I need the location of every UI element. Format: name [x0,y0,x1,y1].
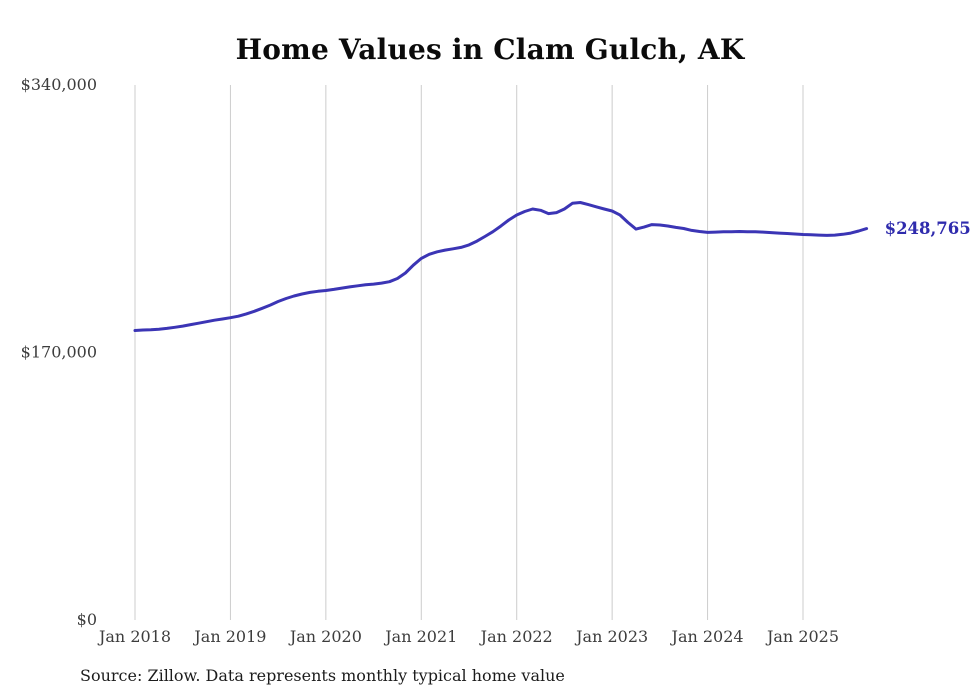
x-axis-tick-label: Jan 2021 [383,627,457,646]
y-axis-tick-label: $170,000 [21,343,97,362]
home-value-series-line [133,201,869,332]
x-axis-tick-label: Jan 2023 [574,627,648,646]
x-axis-tick-label: Jan 2024 [670,627,744,646]
x-axis-tick-label: Jan 2020 [288,627,362,646]
x-axis-tick-label: Jan 2022 [479,627,553,646]
x-axis-tick-label: Jan 2018 [97,627,171,646]
y-axis-tick-label: $340,000 [21,75,97,94]
source-note: Source: Zillow. Data represents monthly … [80,666,565,685]
gridlines-and-axis-labels: Jan 2018 Jan 2019 Jan 2020 Jan 2021 Jan 2022… [21,75,839,646]
latest-value-label: $248,765 [885,219,971,238]
y-axis-tick-label: $0 [77,610,97,629]
chart-title: Home Values in Clam Gulch, AK [235,33,745,66]
x-axis-tick-label: Jan 2019 [192,627,266,646]
x-axis-tick-label: Jan 2025 [765,627,839,646]
